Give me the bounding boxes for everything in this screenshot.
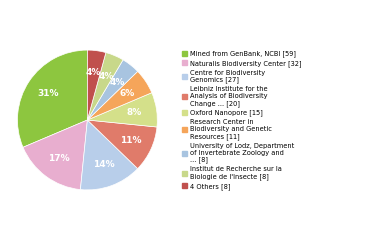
Wedge shape [23,120,87,190]
Text: 14%: 14% [93,160,114,169]
Wedge shape [87,60,138,120]
Text: 4%: 4% [109,78,125,87]
Wedge shape [87,50,106,120]
Text: 8%: 8% [127,108,142,117]
Text: 4%: 4% [98,72,114,81]
Legend: Mined from GenBank, NCBI [59], Naturalis Biodiversity Center [32], Centre for Bi: Mined from GenBank, NCBI [59], Naturalis… [182,50,302,190]
Text: 4%: 4% [86,68,101,77]
Wedge shape [87,120,157,169]
Text: 31%: 31% [37,89,59,98]
Wedge shape [87,93,157,127]
Wedge shape [81,120,138,190]
Wedge shape [17,50,87,147]
Wedge shape [87,53,123,120]
Wedge shape [87,71,152,120]
Text: 6%: 6% [119,89,135,98]
Text: 11%: 11% [120,136,141,144]
Text: 17%: 17% [48,154,70,163]
